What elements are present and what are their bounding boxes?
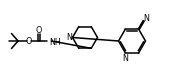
Text: N: N bbox=[144, 14, 149, 23]
Text: N: N bbox=[122, 54, 128, 63]
Text: NH: NH bbox=[49, 38, 61, 47]
Text: O: O bbox=[26, 37, 32, 45]
Text: O: O bbox=[36, 26, 42, 35]
Text: N: N bbox=[66, 33, 72, 42]
